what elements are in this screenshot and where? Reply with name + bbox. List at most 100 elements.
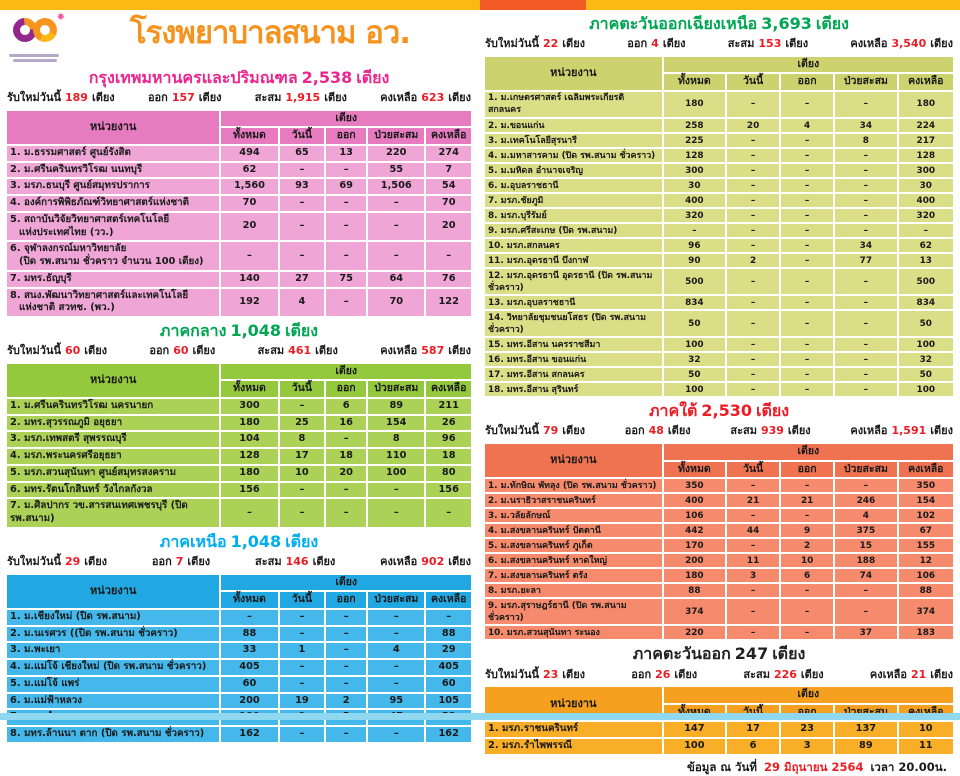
bottom-accent-bar (0, 713, 960, 720)
bed-count-cell: 74 (834, 568, 897, 583)
bed-count-cell: 23 (780, 721, 834, 738)
stat-value: 26 (655, 668, 670, 681)
bed-count-cell: – (834, 382, 897, 397)
bed-count-cell: 96 (425, 431, 472, 448)
bed-count-cell: – (279, 398, 326, 415)
bed-count-cell: – (780, 382, 834, 397)
bed-count-cell: – (726, 310, 780, 337)
stat-value: 48 (649, 424, 664, 437)
bed-count-cell: – (780, 223, 834, 238)
bed-count-cell: – (726, 538, 780, 553)
bed-count-cell: 20 (325, 465, 367, 482)
bed-count-cell: 374 (663, 598, 726, 625)
beds-unit-label: เตียง (285, 532, 318, 551)
region-name: ภาคเหนือ (160, 532, 227, 551)
bed-count-cell: 140 (220, 271, 278, 288)
bed-count-cell: 1,506 (367, 178, 425, 195)
bed-count-cell: – (780, 367, 834, 382)
beds-unit-label: เตียง (315, 344, 338, 357)
beds-unit-label: เตียง (785, 37, 808, 50)
bed-count-cell: 10 (780, 553, 834, 568)
bed-count-cell: – (726, 133, 780, 148)
unit-name-cell: 6. ม.อุบลราชธานี (484, 178, 663, 193)
table-row: 1. ม.เชียงใหม่ (ปิด รพ.สนาม)––––– (6, 609, 472, 626)
bed-count-cell: – (780, 193, 834, 208)
bed-count-cell: 10 (898, 721, 954, 738)
bed-count-cell: 300 (663, 163, 726, 178)
column-header: ทั้งหมด (663, 73, 726, 91)
unit-name-cell: 8. มรภ.บุรีรัมย์ (484, 208, 663, 223)
bed-count-cell: 128 (220, 448, 278, 465)
bed-count-cell: 89 (367, 398, 425, 415)
bed-count-cell: 200 (663, 553, 726, 568)
beds-unit-label: เตียง (772, 644, 805, 663)
column-header-unit: หน่วยงาน (6, 574, 220, 609)
stat-value: 226 (774, 668, 797, 681)
stat-value: 4 (651, 37, 659, 50)
column-header-beds: เตียง (220, 363, 472, 381)
unit-name-cell: 10. มรภ.สกลนคร (484, 238, 663, 253)
column-header-beds: เตียง (663, 686, 954, 704)
bed-count-cell: 32 (898, 352, 954, 367)
column-header: วันนี้ (279, 591, 326, 609)
column-header: ออก (325, 591, 367, 609)
column-header: คงเหลือ (425, 127, 472, 145)
column-header: ทั้งหมด (220, 380, 278, 398)
bed-count-cell: 400 (663, 493, 726, 508)
unit-name-cell: 1. ม.ธรรมศาสตร์ ศูนย์รังสิต (6, 145, 220, 162)
unit-name-cell: 1. ม.เกษตรศาสตร์ เฉลิมพระเกียรติ สกลนคร (484, 91, 663, 118)
column-header: ป่วยสะสม (834, 461, 897, 479)
bed-count-cell: – (367, 498, 425, 527)
beds-unit-label: เตียง (313, 555, 336, 568)
table-header-row: หน่วยงานเตียง (6, 363, 472, 381)
bed-count-cell: 192 (220, 288, 278, 317)
unit-name-cell: 5. ม.มหิดล อำนาจเจริญ (484, 163, 663, 178)
table-header-row: หน่วยงานเตียง (484, 686, 954, 704)
bed-count-cell: – (367, 626, 425, 643)
bed-count-cell: 75 (325, 271, 367, 288)
table-row: 7. มรภ.ชัยภูมิ400–––400 (484, 193, 954, 208)
bed-count-cell: 50 (898, 367, 954, 382)
stat-label: ออก (627, 37, 647, 50)
bed-count-cell: 162 (425, 726, 472, 743)
bed-count-cell: 30 (898, 178, 954, 193)
bed-count-cell: 65 (279, 145, 326, 162)
bed-count-cell: 96 (663, 238, 726, 253)
poster: ✹ โรงพยาบาลสนาม อว. กรุงเทพมหานครและปริม… (0, 10, 960, 713)
bed-count-cell: 12 (898, 553, 954, 568)
region-name: ภาคตะวันออก (633, 644, 731, 663)
bed-count-cell: – (780, 625, 834, 640)
column-header-beds: เตียง (220, 574, 472, 592)
bed-count-cell: 34 (834, 238, 897, 253)
unit-name-cell: 15. มทร.อีสาน นครราชสีมา (484, 337, 663, 352)
unit-name-cell: 9. มรภ.สุราษฎร์ธานี (ปิด รพ.สนาม ชั่วครา… (484, 598, 663, 625)
bed-count-cell: – (726, 163, 780, 178)
bed-count-cell: – (780, 163, 834, 178)
bed-count-cell: 225 (663, 133, 726, 148)
bed-count-cell: 180 (220, 415, 278, 432)
bed-count-cell: 80 (425, 465, 472, 482)
bed-count-cell: – (425, 498, 472, 527)
bed-count-cell: 350 (663, 478, 726, 493)
column-header: วันนี้ (726, 73, 780, 91)
bed-count-cell: 18 (325, 448, 367, 465)
bed-count-cell: 375 (834, 523, 897, 538)
beds-unit-label: เตียง (193, 344, 216, 357)
unit-name-cell: 3. ม.เทคโนโลยีสุรนารี (484, 133, 663, 148)
stat-label: รับใหม่วันนี้ (7, 91, 61, 104)
